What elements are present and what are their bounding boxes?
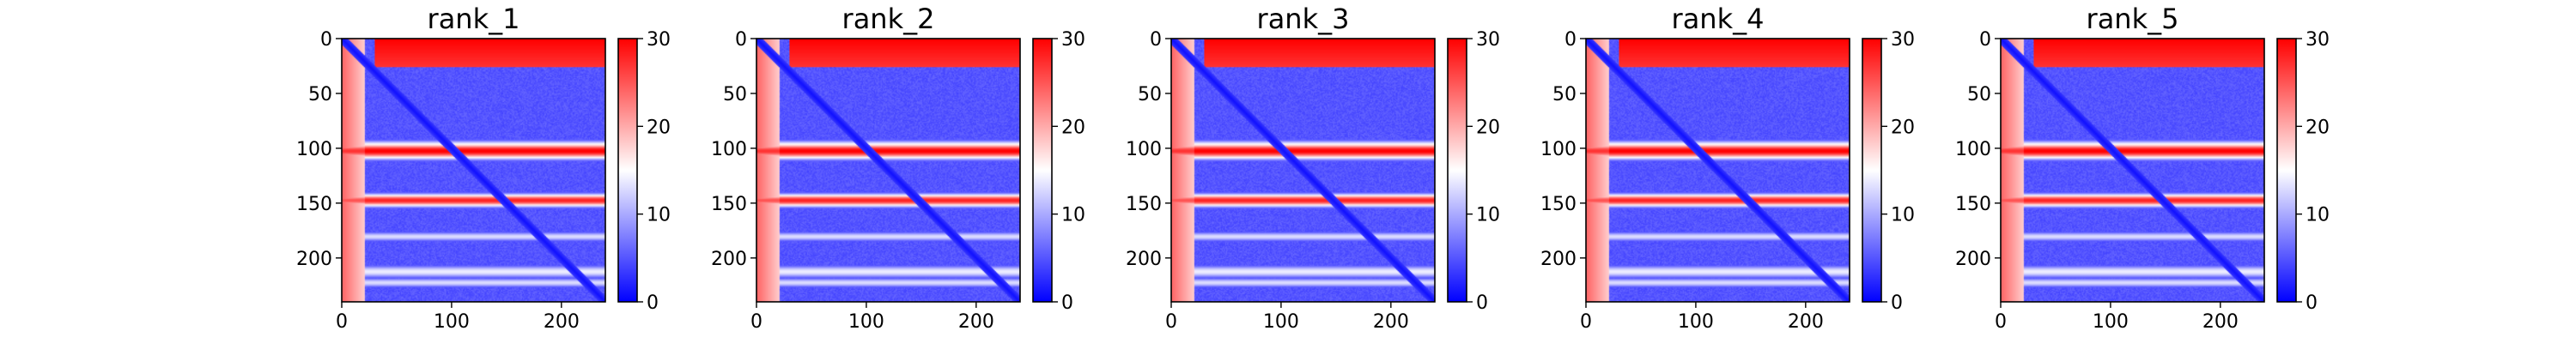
x-tick-label: 200 <box>544 311 580 333</box>
heatmap-panel-3: rank_3 0 50 100 150 200 0 100 200 0 10 20 30 <box>1126 3 1500 333</box>
colorbar-frame <box>1032 38 1053 303</box>
y-tick-label: 100 <box>711 139 747 160</box>
x-tick-label: 200 <box>958 311 994 333</box>
x-tick-label: 100 <box>848 311 884 333</box>
colorbar-tick-label: 10 <box>1476 205 1500 226</box>
colorbar <box>1033 39 1052 302</box>
y-tick-label: 150 <box>1955 194 1991 215</box>
x-tick-label: 0 <box>1995 311 2007 333</box>
colorbar-tick-label: 20 <box>1891 117 1915 138</box>
y-tick-label: 150 <box>296 194 332 215</box>
panel-title: rank_4 <box>1672 3 1765 35</box>
colorbar <box>618 39 637 302</box>
colorbar-tick-label: 10 <box>2306 205 2330 226</box>
y-tick-label: 150 <box>1126 194 1162 215</box>
y-tick-label: 150 <box>1540 194 1577 215</box>
colorbar-tick-label: 30 <box>1476 29 1500 51</box>
colorbar-frame <box>1862 38 1882 303</box>
x-tick-label: 0 <box>750 311 762 333</box>
y-tick-label: 200 <box>1540 249 1577 270</box>
colorbar-frame <box>2276 38 2297 303</box>
colorbar-tick-label: 20 <box>2306 117 2330 138</box>
heatmap-frame <box>756 38 1021 303</box>
y-tick-label: 100 <box>1540 139 1577 160</box>
y-tick-label: 50 <box>308 84 332 105</box>
heatmap-image <box>342 39 605 302</box>
heatmap-panel-2: rank_2 0 50 100 150 200 0 100 200 0 10 20 30 <box>711 3 1085 333</box>
x-tick-label: 0 <box>1580 311 1592 333</box>
heatmap-panel-4: rank_4 0 50 100 150 200 0 100 200 0 10 20 30 <box>1540 3 1915 333</box>
y-tick-label: 200 <box>711 249 747 270</box>
x-tick-label: 100 <box>2093 311 2129 333</box>
y-tick-label: 50 <box>1552 84 1577 105</box>
colorbar <box>1448 39 1467 302</box>
colorbar-tick-label: 10 <box>1061 205 1085 226</box>
colorbar-tick-label: 10 <box>1891 205 1915 226</box>
panel-title: rank_2 <box>842 3 935 35</box>
y-tick-label: 200 <box>1126 249 1162 270</box>
colorbar-frame <box>1447 38 1467 303</box>
colorbar <box>1862 39 1881 302</box>
colorbar-frame <box>617 38 638 303</box>
y-tick-label: 0 <box>1979 29 1991 51</box>
colorbar <box>2277 39 2296 302</box>
y-tick-label: 0 <box>1150 29 1162 51</box>
x-tick-label: 100 <box>1678 311 1714 333</box>
y-tick-label: 100 <box>1955 139 1991 160</box>
panel-title: rank_5 <box>2087 3 2179 35</box>
x-tick-label: 200 <box>1373 311 1409 333</box>
colorbar-tick-label: 30 <box>1061 29 1085 51</box>
x-tick-label: 100 <box>1263 311 1299 333</box>
y-tick-label: 150 <box>711 194 747 215</box>
heatmap-panel-5: rank_5 0 50 100 150 200 0 100 200 0 10 20 30 <box>1955 3 2330 333</box>
heatmap-image <box>1586 39 1850 302</box>
panel-title: rank_1 <box>428 3 520 35</box>
y-tick-label: 50 <box>1138 84 1162 105</box>
colorbar-tick-label: 30 <box>1891 29 1915 51</box>
x-tick-label: 0 <box>336 311 348 333</box>
heatmap-frame <box>2000 38 2265 303</box>
colorbar-tick-label: 0 <box>1476 292 1488 314</box>
y-tick-label: 0 <box>1564 29 1577 51</box>
y-tick-label: 100 <box>296 139 332 160</box>
y-tick-label: 50 <box>1967 84 1991 105</box>
x-tick-label: 200 <box>1788 311 1824 333</box>
heatmap-image <box>2001 39 2264 302</box>
colorbar-tick-label: 0 <box>1891 292 1903 314</box>
heatmap-panel-1: rank_1 0 50 100 150 200 0 100 200 0 10 20 30 <box>296 3 671 333</box>
colorbar-tick-label: 0 <box>1061 292 1073 314</box>
heatmap-image <box>756 39 1020 302</box>
x-tick-label: 200 <box>2202 311 2239 333</box>
y-tick-label: 50 <box>723 84 747 105</box>
heatmap-frame <box>1170 38 1436 303</box>
panel-title: rank_3 <box>1257 3 1350 35</box>
colorbar-tick-label: 20 <box>1061 117 1085 138</box>
y-tick-label: 200 <box>1955 249 1991 270</box>
x-tick-label: 0 <box>1165 311 1177 333</box>
y-tick-label: 200 <box>296 249 332 270</box>
colorbar-tick-label: 20 <box>647 117 671 138</box>
x-tick-label: 100 <box>434 311 470 333</box>
colorbar-tick-label: 30 <box>647 29 671 51</box>
y-tick-label: 100 <box>1126 139 1162 160</box>
heatmap-frame <box>1585 38 1850 303</box>
colorbar-tick-label: 30 <box>2306 29 2330 51</box>
colorbar-tick-label: 10 <box>647 205 671 226</box>
colorbar-tick-label: 20 <box>1476 117 1500 138</box>
heatmap-image <box>1171 39 1435 302</box>
y-tick-label: 0 <box>735 29 747 51</box>
colorbar-tick-label: 0 <box>2306 292 2318 314</box>
heatmap-frame <box>341 38 606 303</box>
y-tick-label: 0 <box>320 29 332 51</box>
colorbar-tick-label: 0 <box>647 292 659 314</box>
